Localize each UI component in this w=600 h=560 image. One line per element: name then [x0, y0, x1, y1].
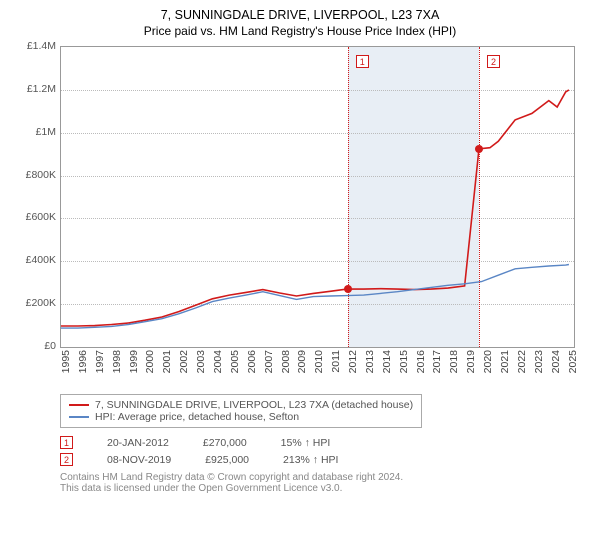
annotation-row: 1 20-JAN-2012 £270,000 15% ↑ HPI	[60, 436, 590, 449]
x-tick-label: 2008	[280, 350, 292, 373]
legend-swatch	[69, 404, 89, 406]
x-tick-label: 1995	[60, 350, 72, 373]
footnote-line-1: Contains HM Land Registry data © Crown c…	[60, 472, 590, 483]
annotation-badge: 1	[60, 436, 73, 449]
series-line-hpi	[61, 265, 569, 329]
marker-label-2: 2	[487, 55, 500, 68]
y-tick-label: £1M	[36, 126, 56, 138]
x-tick-label: 2022	[516, 350, 528, 373]
annotation-badge: 2	[60, 453, 73, 466]
sale-marker-2	[475, 145, 483, 153]
plot-area: 12	[60, 46, 575, 348]
y-tick-label: £1.4M	[27, 40, 56, 52]
marker-label-1: 1	[356, 55, 369, 68]
annotation-delta: 15% ↑ HPI	[281, 437, 331, 449]
x-tick-label: 2003	[195, 350, 207, 373]
legend-row: 7, SUNNINGDALE DRIVE, LIVERPOOL, L23 7XA…	[69, 399, 413, 411]
y-tick-label: £1.2M	[27, 83, 56, 95]
sale-marker-1	[344, 285, 352, 293]
y-axis: £0£200K£400K£600K£800K£1M£1.2M£1.4M	[10, 46, 60, 346]
legend-row: HPI: Average price, detached house, Seft…	[69, 411, 413, 423]
x-tick-label: 2017	[431, 350, 443, 373]
x-tick-label: 2021	[499, 350, 511, 373]
x-tick-label: 2025	[567, 350, 579, 373]
annotation-table: 1 20-JAN-2012 £270,000 15% ↑ HPI 2 08-NOV-201…	[60, 436, 590, 466]
x-tick-label: 2002	[178, 350, 190, 373]
chart-wrapper: £0£200K£400K£600K£800K£1M£1.2M£1.4M 12	[10, 46, 590, 348]
x-tick-label: 2007	[263, 350, 275, 373]
x-tick-label: 2000	[144, 350, 156, 373]
legend: 7, SUNNINGDALE DRIVE, LIVERPOOL, L23 7XA…	[60, 394, 422, 428]
y-tick-label: £0	[44, 340, 56, 352]
x-tick-label: 2019	[465, 350, 477, 373]
x-tick-label: 2011	[330, 350, 342, 373]
y-tick-label: £600K	[26, 211, 56, 223]
legend-label: HPI: Average price, detached house, Seft…	[95, 411, 299, 423]
x-tick-label: 2023	[533, 350, 545, 373]
chart-subtitle: Price paid vs. HM Land Registry's House …	[10, 24, 590, 38]
chart-svg	[61, 47, 574, 347]
annotation-delta: 213% ↑ HPI	[283, 454, 338, 466]
annotation-date: 08-NOV-2019	[107, 454, 171, 466]
y-tick-label: £400K	[26, 254, 56, 266]
footnote-line-2: This data is licensed under the Open Gov…	[60, 483, 590, 494]
x-tick-label: 2004	[212, 350, 224, 373]
series-line-property	[61, 90, 569, 326]
y-tick-label: £800K	[26, 169, 56, 181]
x-tick-label: 1996	[77, 350, 89, 373]
x-tick-label: 1999	[128, 350, 140, 373]
annotation-price: £270,000	[203, 437, 247, 449]
x-tick-label: 2005	[229, 350, 241, 373]
x-tick-label: 2015	[398, 350, 410, 373]
marker-vline	[479, 47, 480, 347]
x-tick-label: 2009	[296, 350, 308, 373]
x-tick-label: 2014	[381, 350, 393, 373]
legend-label: 7, SUNNINGDALE DRIVE, LIVERPOOL, L23 7XA…	[95, 399, 413, 411]
y-tick-label: £200K	[26, 297, 56, 309]
x-tick-label: 1998	[111, 350, 123, 373]
legend-swatch	[69, 416, 89, 418]
x-tick-label: 2012	[347, 350, 359, 373]
x-tick-label: 2010	[313, 350, 325, 373]
chart-title: 7, SUNNINGDALE DRIVE, LIVERPOOL, L23 7XA	[10, 8, 590, 22]
x-tick-label: 2018	[448, 350, 460, 373]
annotation-row: 2 08-NOV-2019 £925,000 213% ↑ HPI	[60, 453, 590, 466]
x-tick-label: 2001	[161, 350, 173, 373]
x-tick-label: 2024	[550, 350, 562, 373]
x-tick-label: 2020	[482, 350, 494, 373]
x-tick-label: 2016	[415, 350, 427, 373]
x-tick-label: 1997	[94, 350, 106, 373]
annotation-price: £925,000	[205, 454, 249, 466]
footnote: Contains HM Land Registry data © Crown c…	[60, 472, 590, 494]
x-axis: 1995 1996 1997 1998 1999 2000 2001 2002 2003 2004…	[60, 348, 575, 388]
annotation-date: 20-JAN-2012	[107, 437, 169, 449]
x-tick-label: 2013	[364, 350, 376, 373]
x-tick-label: 2006	[246, 350, 258, 373]
marker-vline	[348, 47, 349, 347]
